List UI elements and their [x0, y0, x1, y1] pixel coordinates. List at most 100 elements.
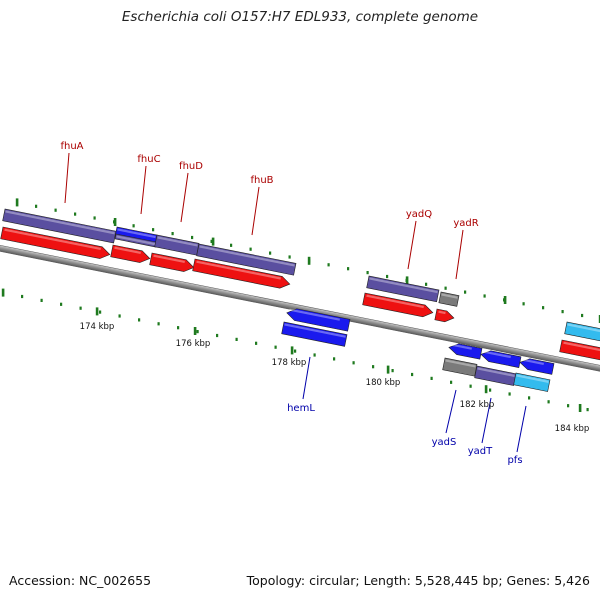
kbp-label: 174 kbp	[80, 322, 115, 332]
genome-backbone	[0, 227, 600, 384]
tick-major	[598, 315, 600, 323]
tick-major	[307, 256, 311, 265]
tick-major	[113, 218, 117, 226]
gene-label-yadR: yadR	[453, 218, 478, 229]
gene-arrow-pfs	[519, 358, 555, 375]
cds-block-fhuB	[196, 243, 297, 276]
gene-labels: fhuA fhuC fhuD fhuB yadQ yadR hemL yadS yadT pfs	[60, 141, 527, 466]
cds-block-cyan-shine	[567, 323, 600, 336]
gene-arrow-cyan-shine	[563, 341, 600, 353]
tick-minor	[333, 357, 336, 361]
gene-arrow-yadT	[480, 350, 522, 368]
tick-major	[503, 296, 507, 304]
gene-arrow-hemL	[286, 308, 351, 332]
gene-label-yadT: yadT	[468, 446, 493, 457]
gene-label-yadR-leader	[455, 229, 464, 280]
tick-minor	[561, 310, 564, 314]
gene-arrow-pfs-shine	[522, 358, 544, 365]
tick-minor	[157, 322, 160, 326]
gene-label-pfs: pfs	[507, 455, 522, 466]
gene-arrow-yadR	[434, 308, 455, 323]
tick-minor	[255, 341, 258, 345]
gene-label-fhuA-leader	[64, 152, 70, 204]
cds-block-yadQ-shape	[366, 275, 440, 303]
tick-minor	[79, 306, 82, 310]
tick-minor	[542, 306, 545, 310]
tick-minor	[366, 271, 369, 275]
tick-minor	[567, 404, 570, 408]
tick-minor	[249, 247, 252, 251]
genome-summary-text: Topology: circular; Length: 5,528,445 bp…	[246, 573, 590, 588]
cds-block-fhuC-blue-shine	[117, 228, 156, 239]
tick-minor	[230, 243, 233, 247]
tick-minor	[581, 313, 584, 318]
tick-major	[211, 237, 215, 246]
gene-arrow-yadT-shape	[480, 350, 522, 368]
tick-major	[484, 385, 488, 394]
gene-arrow-cyan-shape	[559, 339, 600, 362]
gene-label-fhuC: fhuC	[137, 154, 160, 165]
gene-label-yadS-leader	[445, 389, 457, 434]
cds-block-fhuA-shape	[2, 208, 117, 244]
kbp-label: 182 kbp	[460, 400, 495, 410]
tick-minor	[586, 408, 589, 412]
tick-minor	[60, 302, 63, 306]
tick-minor	[327, 263, 330, 267]
gene-label-pfs-leader	[516, 405, 527, 453]
tick-minor	[294, 349, 297, 353]
tick-minor	[138, 318, 141, 322]
gene-arrow-fhuA	[0, 226, 111, 259]
gene-label-fhuA: fhuA	[60, 141, 83, 152]
cds-block-fhuC-shine	[116, 235, 156, 246]
cds-block-cyan-shape	[564, 321, 600, 345]
gene-label-hemL-leader	[302, 356, 311, 400]
cds-block-fhuD-shine	[157, 236, 198, 247]
cds-block-pfs	[513, 372, 551, 392]
cds-block-yadR-shine	[441, 293, 458, 299]
gene-arrow-pfs-shape	[519, 358, 555, 375]
tick-minor	[196, 330, 199, 334]
feature-tracks	[0, 208, 600, 392]
tick-minor	[547, 400, 550, 404]
backbone-line	[0, 227, 600, 384]
gene-arrow-yadS-shine	[451, 343, 472, 350]
tick-major	[405, 276, 409, 285]
gene-label-fhuB-leader	[251, 186, 260, 236]
gene-arrow-fhuB-shine	[196, 260, 281, 280]
kbp-label: 184 kbp	[555, 424, 590, 434]
kbp-label: 180 kbp	[366, 378, 401, 388]
gene-arrow-fhuB-shape	[192, 258, 291, 289]
cds-block-yadQ-shine	[369, 277, 438, 294]
cds-block-yadR-shape	[438, 291, 460, 307]
tick-minor	[444, 286, 447, 290]
cds-block-fhuB-shine	[199, 245, 295, 267]
gene-arrow-yadT-shine	[483, 350, 511, 359]
cds-block-pfs-shine	[516, 374, 549, 383]
cds-block-fhuA	[2, 208, 117, 244]
kbp-labels: 174 kbp 176 kbp 178 kbp 180 kbp 182 kbp 184 k…	[80, 322, 590, 434]
gene-label-yadQ-leader	[407, 220, 417, 270]
tick-major	[578, 404, 582, 412]
tick-minor	[391, 369, 394, 373]
tick-minor	[118, 314, 121, 318]
gene-arrow-yadS	[448, 343, 483, 360]
gene-arrow-fhuC-shape	[110, 244, 151, 263]
map-title: Escherichia coli O157:H7 EDL933, complet…	[121, 9, 479, 25]
tick-minor	[528, 396, 531, 400]
tick-major	[290, 346, 294, 355]
tick-minor	[21, 294, 24, 299]
tick-major	[193, 327, 197, 335]
gene-arrow-fhuC	[110, 244, 151, 263]
cds-block-yadS-shape	[442, 357, 478, 377]
cds-block-yadS	[442, 357, 478, 377]
tick-marks	[1, 198, 600, 412]
tick-minor	[191, 235, 194, 240]
tick-minor	[235, 337, 238, 341]
tick-minor	[483, 294, 486, 298]
cds-block-pfs-shape	[513, 372, 551, 392]
tick-minor	[464, 290, 467, 294]
tick-minor	[372, 365, 375, 369]
tick-minor	[35, 204, 38, 208]
tick-minor	[469, 384, 472, 388]
cds-block-cyan	[564, 321, 600, 345]
